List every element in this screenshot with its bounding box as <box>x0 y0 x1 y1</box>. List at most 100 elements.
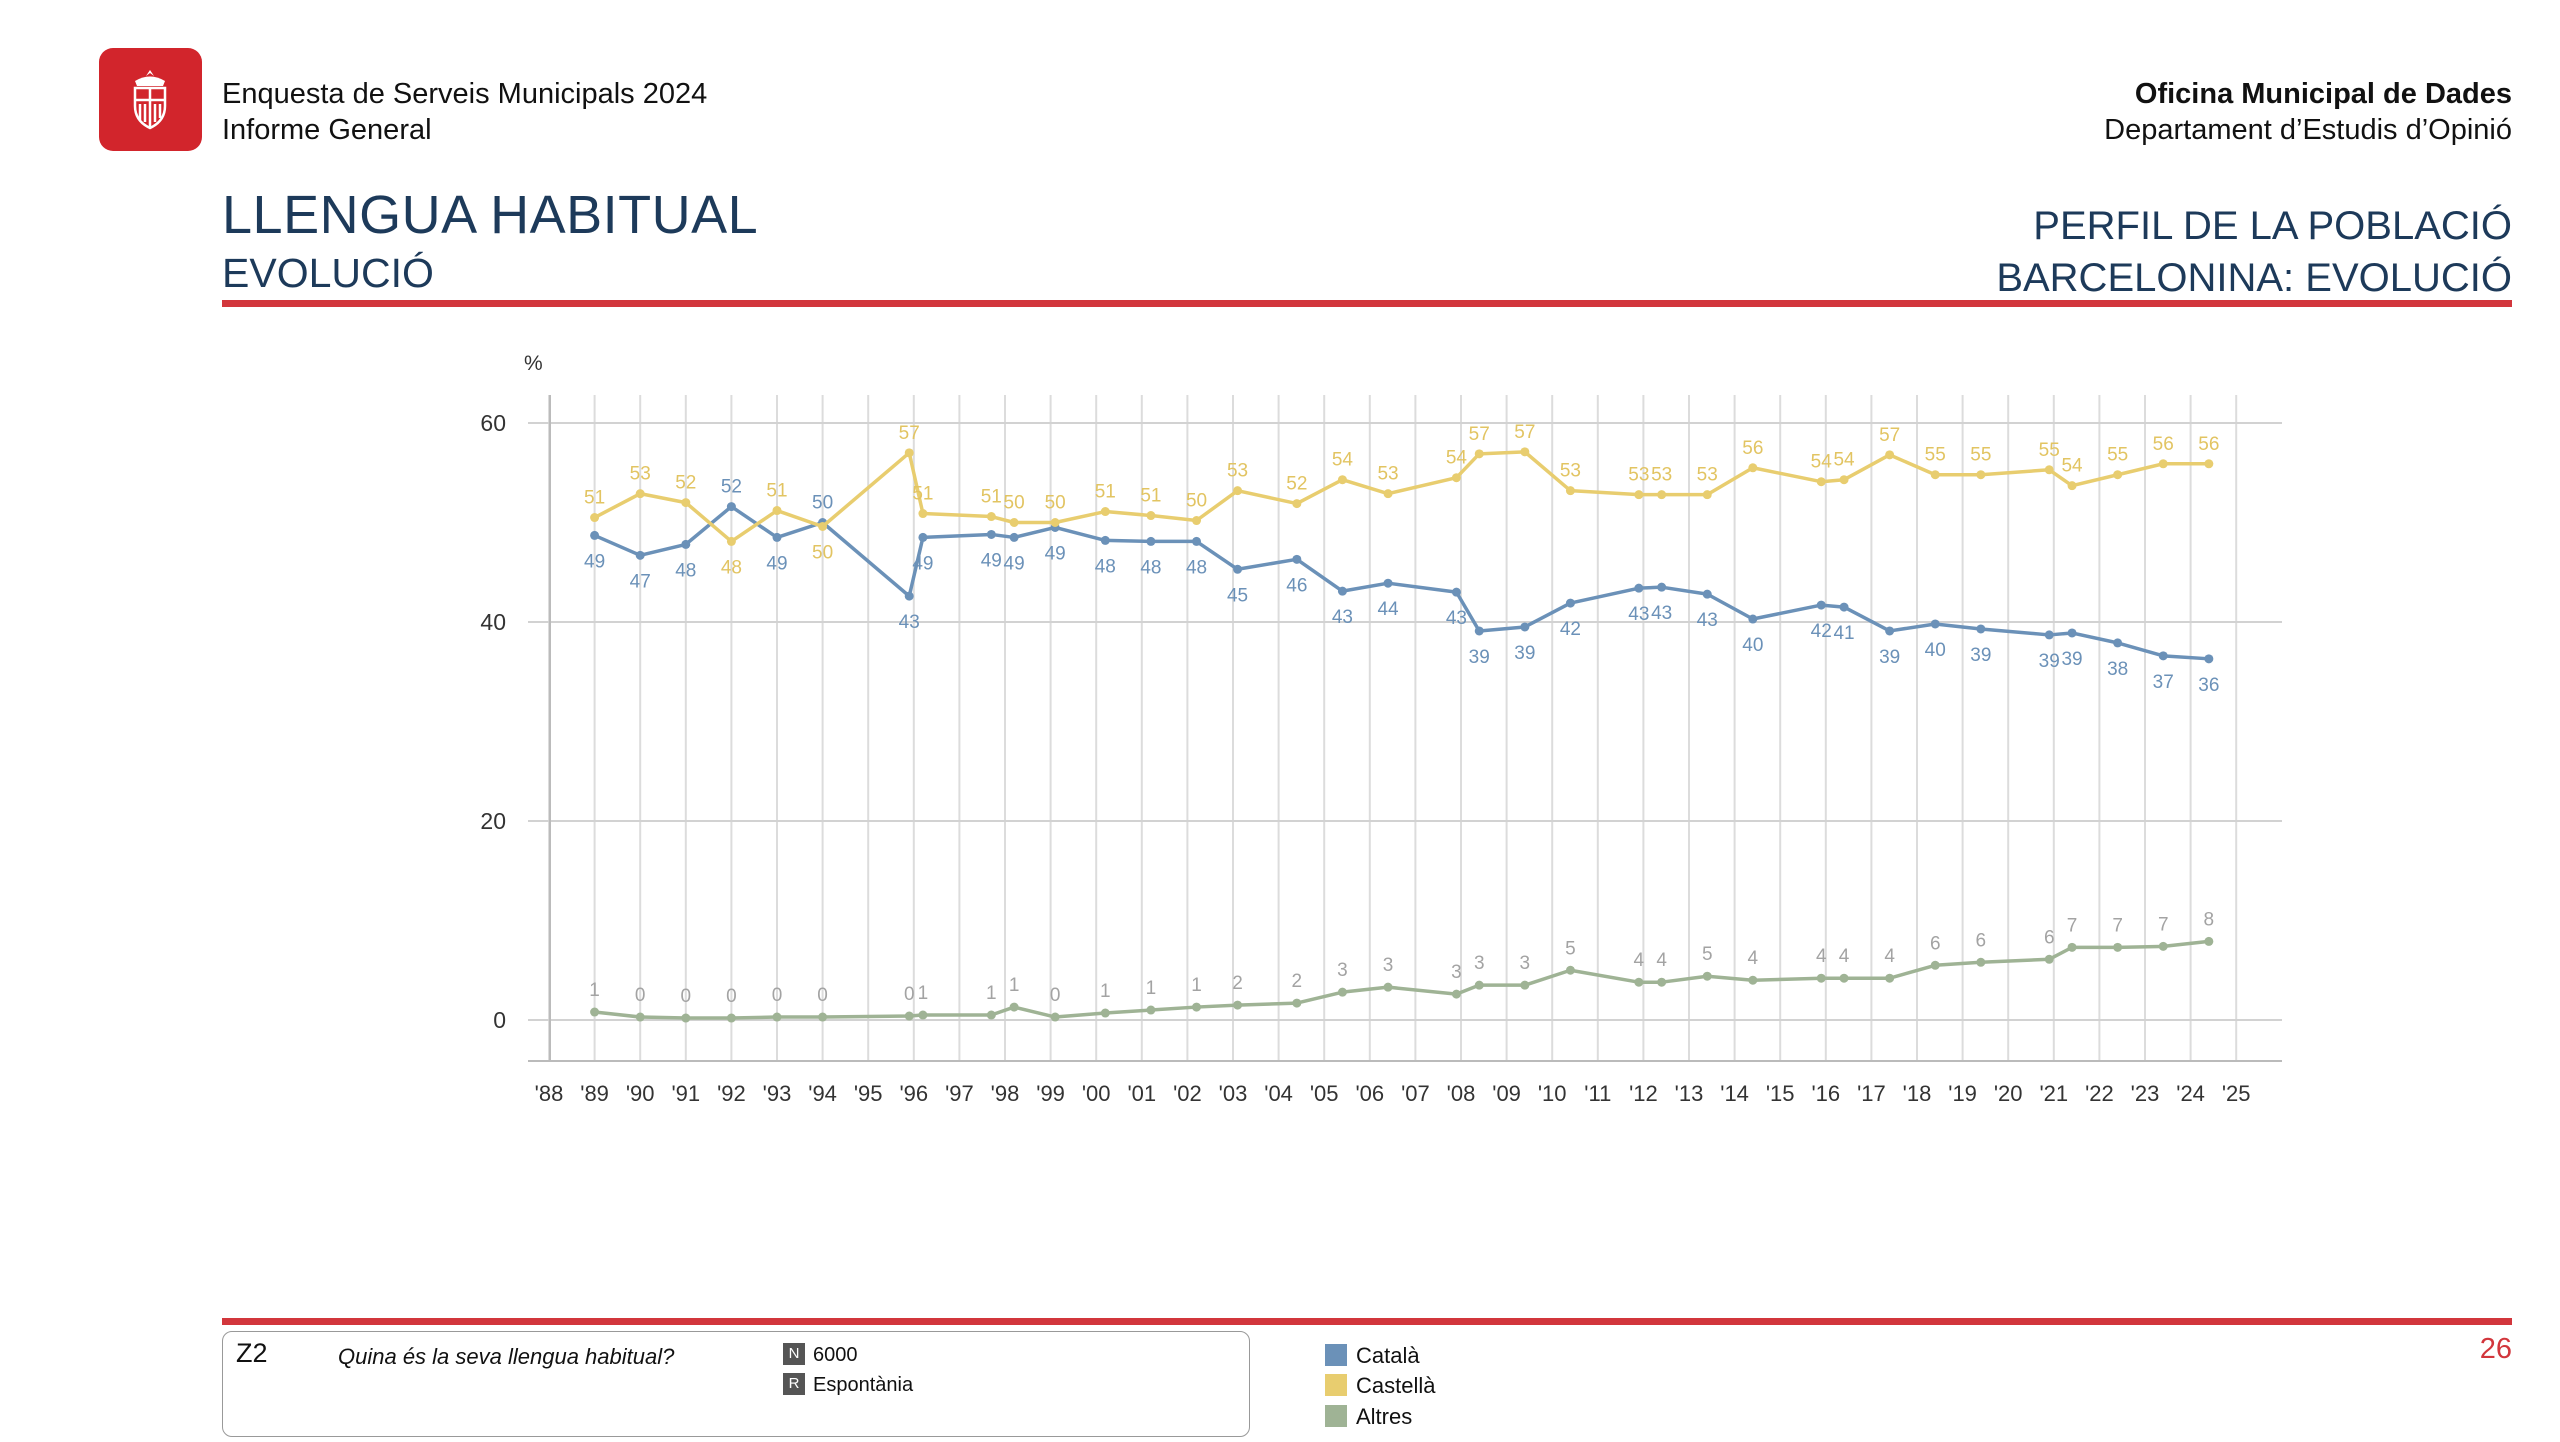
x-tick-label: '01 <box>1127 1081 1156 1106</box>
data-point-altres <box>2204 936 2214 946</box>
data-label-altres: 2 <box>1232 973 1243 994</box>
data-point-altres <box>1520 980 1530 990</box>
data-label-catala: 43 <box>1628 604 1649 625</box>
x-tick-label: '09 <box>1492 1081 1521 1106</box>
x-tick-label: '98 <box>991 1081 1020 1106</box>
data-label-altres: 3 <box>1451 962 1462 983</box>
data-label-castella: 52 <box>675 473 696 494</box>
x-tick-label: '13 <box>1675 1081 1704 1106</box>
data-label-altres: 4 <box>1816 946 1827 967</box>
data-point-catala <box>904 591 914 601</box>
data-point-castella <box>1292 499 1302 509</box>
data-label-castella: 53 <box>1377 464 1398 485</box>
data-label-altres: 4 <box>1748 948 1759 969</box>
data-point-castella <box>635 489 645 499</box>
data-point-catala <box>1146 536 1156 546</box>
x-tick-label: '19 <box>1948 1081 1977 1106</box>
legend-swatch-castella <box>1325 1374 1347 1396</box>
data-point-catala <box>772 532 782 542</box>
data-point-castella <box>986 512 996 522</box>
data-point-castella <box>1634 490 1644 500</box>
data-label-altres: 4 <box>1634 950 1645 971</box>
x-tick-label: '94 <box>808 1081 837 1106</box>
data-label-catala: 46 <box>1286 575 1307 596</box>
x-tick-label: '17 <box>1857 1081 1886 1106</box>
data-label-altres: 0 <box>726 986 737 1007</box>
data-point-castella <box>1930 470 1940 480</box>
legend-swatch-altres <box>1325 1405 1347 1427</box>
data-point-altres <box>1192 1002 1202 1012</box>
data-point-castella <box>1146 511 1156 521</box>
x-tick-label: '97 <box>945 1081 974 1106</box>
data-point-castella <box>1520 447 1530 457</box>
data-label-castella: 55 <box>1970 445 1991 466</box>
data-point-castella <box>2113 470 2123 480</box>
data-point-castella <box>2067 481 2077 491</box>
data-point-catala <box>1451 587 1461 597</box>
data-point-altres <box>1634 977 1644 987</box>
data-label-catala: 40 <box>1925 640 1946 661</box>
data-point-altres <box>1748 975 1758 985</box>
y-axis-label: % <box>524 352 543 375</box>
data-point-catala <box>2158 651 2168 661</box>
data-point-castella <box>1100 507 1110 517</box>
data-point-castella <box>1816 477 1826 487</box>
section-title-line2: BARCELONINA: EVOLUCIÓ <box>1996 256 2512 300</box>
data-point-castella <box>1565 486 1575 496</box>
data-point-castella <box>1702 490 1712 500</box>
data-label-catala: 47 <box>630 571 651 592</box>
x-tick-label: '23 <box>2131 1081 2160 1106</box>
data-point-catala <box>1976 624 1986 634</box>
legend-label-catala: Català <box>1356 1343 1420 1368</box>
data-point-catala <box>1292 554 1302 564</box>
data-point-altres <box>590 1007 600 1017</box>
data-point-catala <box>726 502 736 512</box>
data-point-catala <box>1009 532 1019 542</box>
x-tick-label: '25 <box>2222 1081 2251 1106</box>
data-label-castella: 53 <box>1697 465 1718 486</box>
data-label-catala: 45 <box>1227 585 1248 606</box>
sample-size: 6000 <box>813 1344 858 1366</box>
y-tick-label: 0 <box>493 1007 506 1033</box>
x-tick-label: '05 <box>1310 1081 1339 1106</box>
data-label-altres: 2 <box>1292 971 1303 992</box>
data-label-castella: 48 <box>721 557 742 578</box>
data-label-catala: 42 <box>1811 621 1832 642</box>
data-label-castella: 57 <box>1469 424 1490 445</box>
data-point-catala <box>2044 630 2054 640</box>
legend-label-altres: Altres <box>1356 1404 1413 1429</box>
data-point-catala <box>1100 535 1110 545</box>
data-point-castella <box>818 521 828 531</box>
data-point-catala <box>2113 638 2123 648</box>
x-tick-label: '00 <box>1082 1081 1111 1106</box>
data-label-altres: 7 <box>2112 915 2123 936</box>
data-point-castella <box>726 536 736 546</box>
data-label-castella: 55 <box>1925 445 1946 466</box>
data-label-catala: 52 <box>721 477 742 498</box>
data-point-altres <box>681 1013 691 1023</box>
x-tick-label: '16 <box>1811 1081 1840 1106</box>
data-label-castella: 56 <box>2153 434 2174 455</box>
data-label-catala: 39 <box>2039 651 2060 672</box>
data-label-altres: 1 <box>589 980 600 1001</box>
data-label-catala: 39 <box>2061 649 2082 670</box>
data-label-castella: 54 <box>1811 452 1833 473</box>
data-label-castella: 51 <box>1140 486 1161 507</box>
data-point-catala <box>1816 600 1826 610</box>
data-point-catala <box>1520 622 1530 632</box>
data-label-altres: 4 <box>1839 946 1850 967</box>
x-tick-label: '08 <box>1447 1081 1476 1106</box>
data-point-catala <box>1702 589 1712 599</box>
data-label-altres: 6 <box>2044 927 2055 948</box>
y-tick-label: 60 <box>480 410 506 436</box>
data-point-castella <box>1839 475 1849 485</box>
data-label-castella: 53 <box>1651 465 1672 486</box>
x-tick-label: '91 <box>671 1081 700 1106</box>
data-label-altres: 3 <box>1474 953 1485 974</box>
response-type: Espontània <box>813 1374 914 1396</box>
data-point-altres <box>1976 957 1986 967</box>
data-point-castella <box>681 498 691 508</box>
data-point-altres <box>1565 965 1575 975</box>
data-point-catala <box>681 539 691 549</box>
x-tick-label: '11 <box>1584 1081 1611 1106</box>
